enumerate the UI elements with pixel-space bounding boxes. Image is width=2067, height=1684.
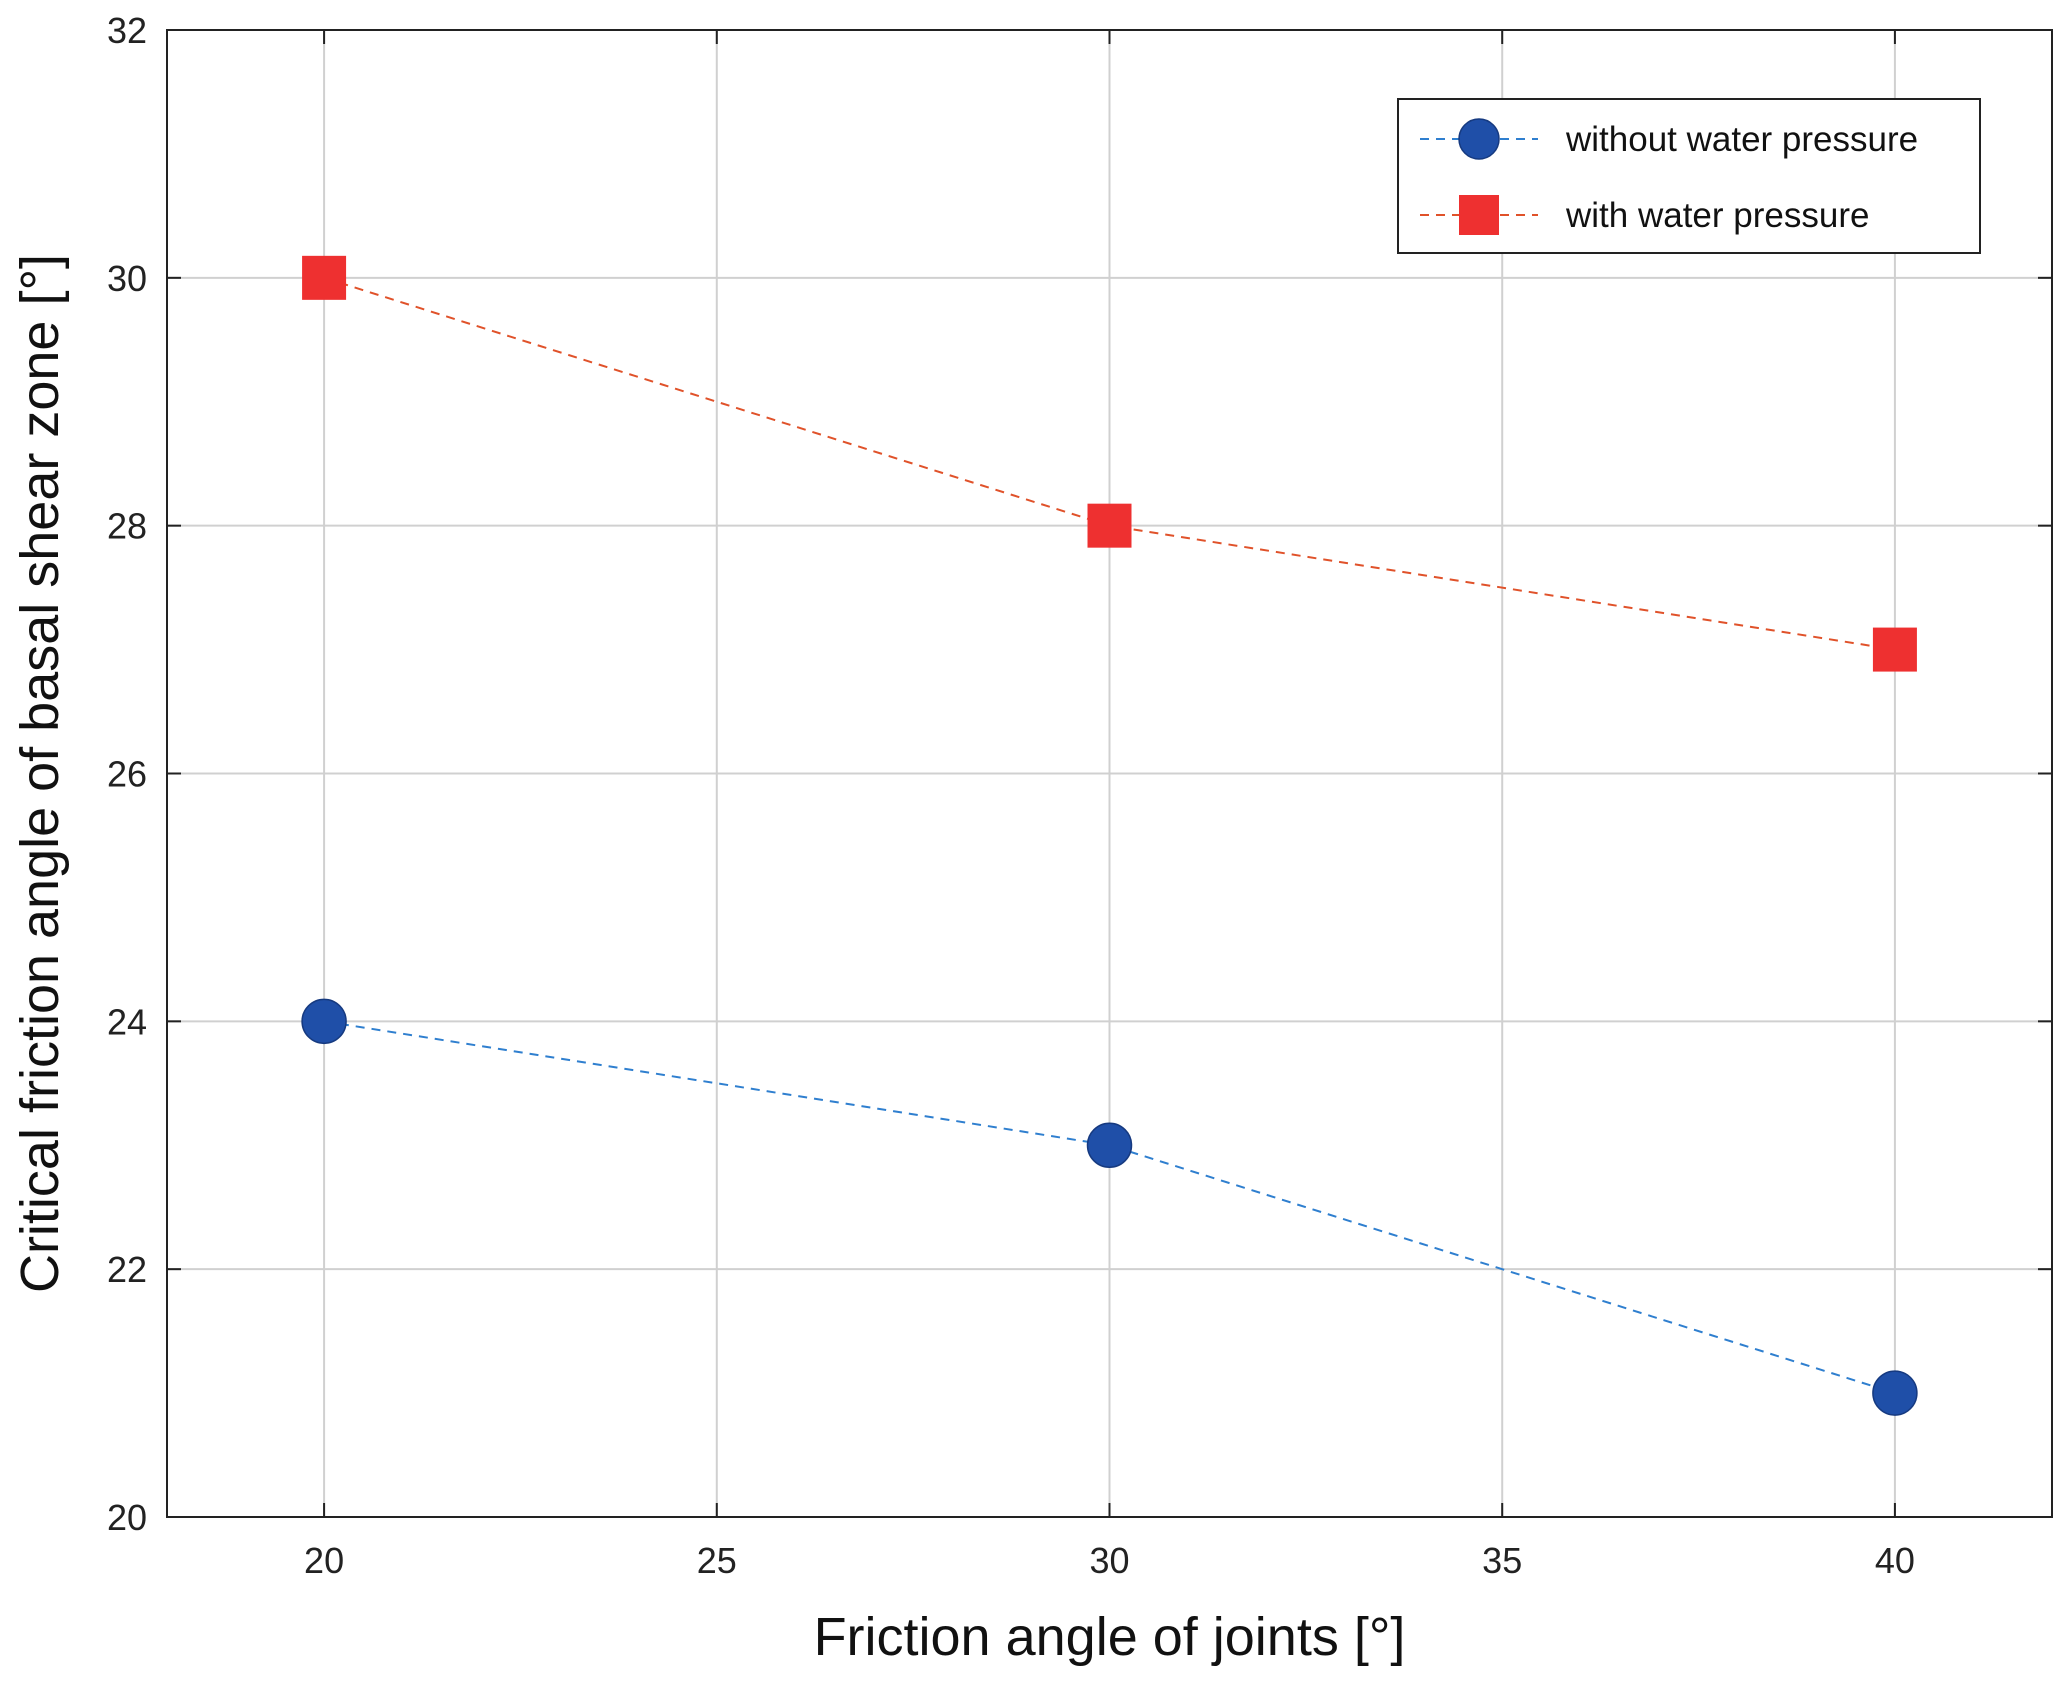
- y-tick-label: 30: [107, 258, 147, 299]
- series-line: [323, 1020, 1896, 1395]
- legend-label: with water pressure: [1565, 196, 1869, 235]
- legend-item: with water pressure: [1420, 195, 1869, 235]
- data-point: [1087, 503, 1132, 548]
- legend-marker: [1458, 118, 1500, 160]
- y-axis: 20 22 24 26 28 30 32: [107, 10, 2052, 1538]
- legend: without water pressure with water pressur…: [1397, 98, 1981, 254]
- x-axis: 20 25 30 35 40: [304, 30, 1915, 1581]
- x-tick-label: 20: [304, 1540, 344, 1581]
- data-point: [301, 998, 347, 1045]
- data-point: [1872, 1370, 1918, 1416]
- data-point: [1086, 1122, 1133, 1168]
- y-tick-label: 20: [107, 1497, 147, 1538]
- x-tick-label: 30: [1089, 1540, 1129, 1581]
- series-without-water-pressure: [301, 998, 1918, 1416]
- data-point: [302, 255, 347, 300]
- x-tick-label: 40: [1875, 1540, 1915, 1581]
- y-tick-label: 22: [107, 1249, 147, 1290]
- x-tick-label: 25: [697, 1540, 737, 1581]
- legend-label: without water pressure: [1565, 120, 1918, 159]
- y-tick-label: 28: [107, 506, 147, 547]
- series-with-water-pressure: [302, 255, 1917, 672]
- x-tick-label: 35: [1482, 1540, 1522, 1581]
- data-point: [1872, 627, 1917, 672]
- legend-item: without water pressure: [1420, 118, 1918, 160]
- legend-marker: [1459, 195, 1499, 235]
- y-axis-title: Critical friction angle of basal shear z…: [10, 254, 70, 1293]
- series-layer: [301, 255, 1918, 1416]
- y-tick-label: 24: [107, 1001, 147, 1042]
- x-axis-title: Friction angle of joints [°]: [814, 1607, 1406, 1667]
- y-tick-label: 32: [107, 10, 147, 51]
- y-tick-label: 26: [107, 754, 147, 795]
